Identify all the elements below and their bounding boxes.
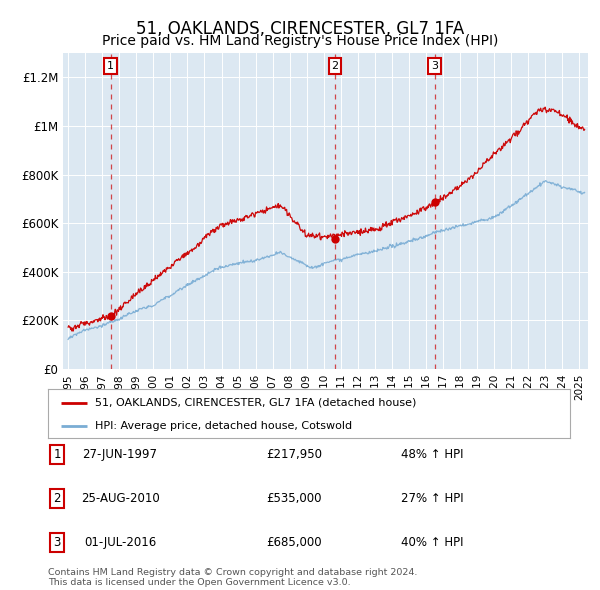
- Text: 48% ↑ HPI: 48% ↑ HPI: [401, 448, 463, 461]
- Text: 01-JUL-2016: 01-JUL-2016: [84, 536, 156, 549]
- Text: 1: 1: [107, 61, 114, 71]
- Text: 27% ↑ HPI: 27% ↑ HPI: [401, 492, 463, 505]
- Text: £685,000: £685,000: [266, 536, 322, 549]
- Text: 2: 2: [331, 61, 338, 71]
- Text: £535,000: £535,000: [266, 492, 322, 505]
- Text: 25-AUG-2010: 25-AUG-2010: [80, 492, 160, 505]
- Text: Price paid vs. HM Land Registry's House Price Index (HPI): Price paid vs. HM Land Registry's House …: [102, 34, 498, 48]
- Text: 51, OAKLANDS, CIRENCESTER, GL7 1FA: 51, OAKLANDS, CIRENCESTER, GL7 1FA: [136, 20, 464, 38]
- Text: 3: 3: [431, 61, 438, 71]
- Text: 1: 1: [53, 448, 61, 461]
- Text: This data is licensed under the Open Government Licence v3.0.: This data is licensed under the Open Gov…: [48, 578, 350, 587]
- Text: 27-JUN-1997: 27-JUN-1997: [83, 448, 157, 461]
- Text: HPI: Average price, detached house, Cotswold: HPI: Average price, detached house, Cots…: [95, 421, 352, 431]
- Text: £217,950: £217,950: [266, 448, 322, 461]
- Text: 3: 3: [53, 536, 61, 549]
- Text: 51, OAKLANDS, CIRENCESTER, GL7 1FA (detached house): 51, OAKLANDS, CIRENCESTER, GL7 1FA (deta…: [95, 398, 416, 408]
- Text: 2: 2: [53, 492, 61, 505]
- Text: 40% ↑ HPI: 40% ↑ HPI: [401, 536, 463, 549]
- Text: Contains HM Land Registry data © Crown copyright and database right 2024.: Contains HM Land Registry data © Crown c…: [48, 568, 418, 576]
